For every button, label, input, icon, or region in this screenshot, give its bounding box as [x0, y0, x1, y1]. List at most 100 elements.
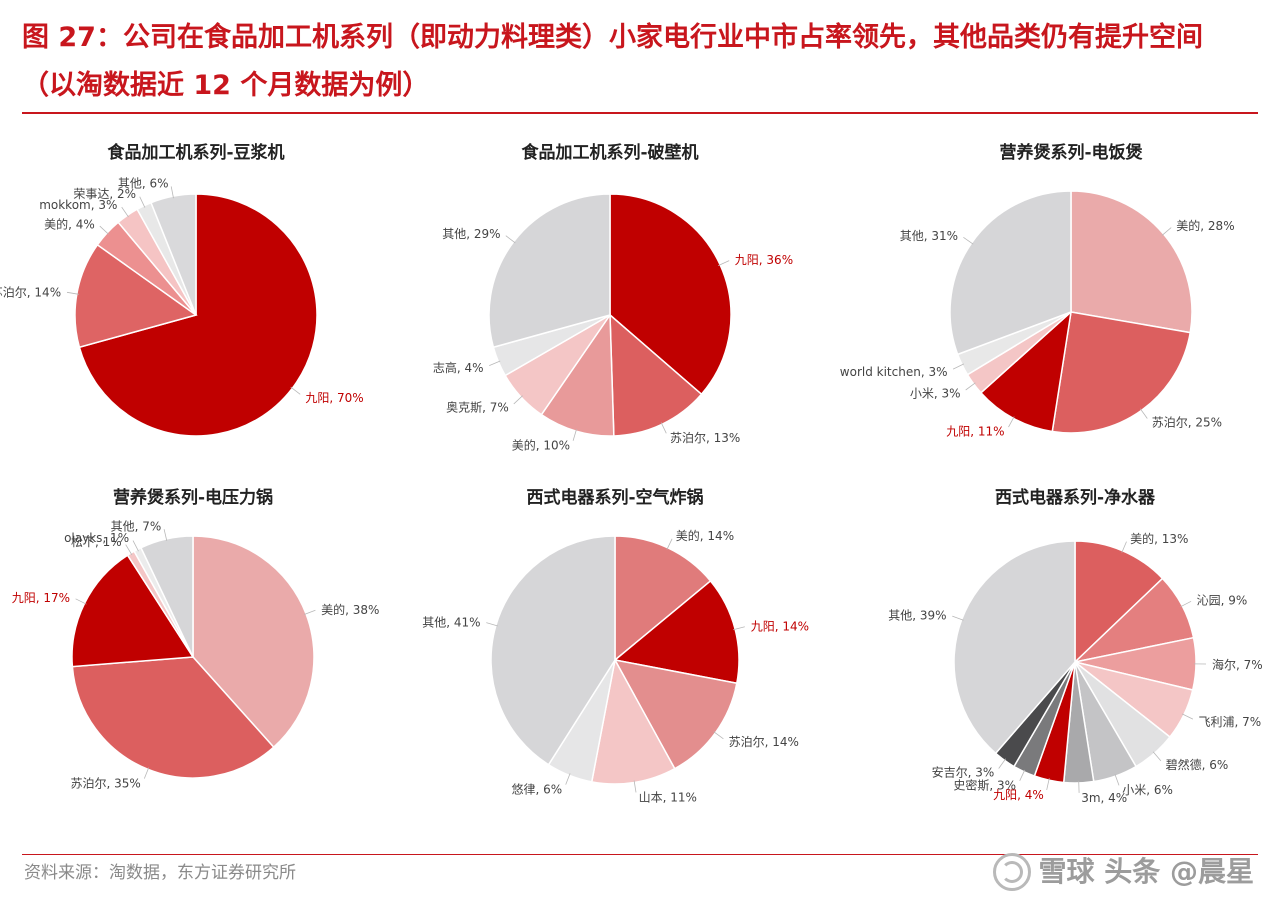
leader-line: [965, 382, 976, 391]
slice-label: 其他, 31%: [900, 229, 958, 243]
chart-title: 营养煲系列-电饭煲: [999, 142, 1143, 163]
leader-line: [66, 291, 79, 295]
slice-label: 奥克斯, 7%: [446, 401, 509, 415]
leader-line: [75, 598, 87, 605]
leader-line: [1019, 769, 1026, 781]
slice-label: 九阳, 11%: [946, 425, 1004, 439]
leader-line: [952, 615, 964, 621]
pie-slice-美的: [1070, 190, 1193, 334]
slice-label: 九阳, 14%: [751, 620, 809, 634]
leader-line: [718, 260, 730, 266]
slice-label: 九阳, 36%: [735, 253, 793, 267]
slice-label: 荣事达, 2%: [73, 187, 136, 201]
leader-line: [489, 360, 501, 366]
slice-label: 美的, 13%: [1130, 531, 1188, 546]
leader-line: [1181, 713, 1194, 720]
slice-label: 其他, 6%: [118, 176, 169, 190]
leader-line: [505, 235, 516, 244]
slice-label: 飞利浦, 7%: [1199, 715, 1262, 729]
slice-label: 苏泊尔, 14%: [0, 285, 61, 300]
leader-line: [998, 758, 1007, 769]
leader-line: [513, 395, 523, 405]
page-title: 图 27：公司在食品加工机系列（即动力料理类）小家电行业中市占率领先，其他品类仍…: [22, 22, 1203, 101]
leader-line: [1139, 408, 1148, 419]
slice-label: 美的, 4%: [44, 216, 95, 231]
leader-line: [660, 422, 667, 434]
leader-line: [952, 363, 965, 370]
leader-line: [1114, 773, 1120, 786]
leader-line: [963, 236, 974, 245]
slice-label: 美的, 38%: [321, 602, 379, 617]
slice-label: 安吉尔, 3%: [932, 765, 995, 780]
leader-line: [1180, 600, 1192, 608]
slice-label: 小米, 6%: [1122, 783, 1173, 797]
leader-line: [1046, 778, 1050, 790]
slice-label: 史密斯, 3%: [953, 777, 1016, 792]
slice-label: 3m, 4%: [1081, 791, 1127, 805]
slice-label: 其他, 41%: [422, 616, 480, 630]
leader-line: [143, 767, 150, 779]
leader-line: [304, 609, 316, 615]
leader-line: [1161, 227, 1172, 236]
slice-label: 松下, 1%: [71, 535, 122, 549]
slice-label: 苏泊尔, 14%: [729, 734, 799, 749]
leader-line: [666, 538, 673, 550]
leader-line: [733, 626, 745, 631]
slice-label: world kitchen, 3%: [840, 365, 948, 379]
slice-label: 其他, 29%: [442, 227, 500, 241]
slice-label: 小米, 3%: [910, 386, 961, 400]
leader-line: [565, 773, 571, 785]
slice-label: 苏泊尔, 35%: [70, 775, 140, 790]
slice-label: 山本, 11%: [639, 790, 697, 804]
leader-line: [1008, 416, 1015, 428]
chart-title: 西式电器系列-空气炸锅: [526, 487, 703, 508]
slice-label: 沁园, 9%: [1197, 593, 1248, 607]
leader-line: [132, 540, 139, 552]
leader-line: [170, 186, 174, 199]
chart-title: 营养煲系列-电压力锅: [113, 487, 273, 508]
leader-line: [1121, 541, 1127, 553]
watermark: 雪球 头条 @晨星: [992, 850, 1255, 894]
leader-line: [486, 622, 498, 627]
slice-label: 美的, 28%: [1176, 218, 1234, 233]
snowball-logo-icon: [992, 853, 1031, 891]
slice-label: 美的, 10%: [512, 438, 570, 453]
chart-title: 食品加工机系列-豆浆机: [107, 142, 284, 163]
footer-divider: [22, 854, 1258, 855]
leader-line: [163, 529, 168, 541]
slice-label: 苏泊尔, 25%: [1152, 415, 1222, 430]
slice-label: mokkom, 3%: [39, 198, 117, 212]
slice-label: 海尔, 7%: [1212, 657, 1263, 672]
leader-line: [121, 206, 129, 218]
leader-line: [125, 544, 133, 556]
leader-line: [290, 386, 301, 395]
chart-title: 食品加工机系列-破壁机: [521, 142, 698, 163]
slice-label: 碧然德, 6%: [1166, 757, 1229, 772]
slice-label: 其他, 39%: [888, 609, 946, 623]
slice-label: 苏泊尔, 13%: [670, 430, 740, 445]
leader-line: [1152, 751, 1162, 762]
slice-label: 九阳, 4%: [993, 788, 1044, 802]
slice-label: 九阳, 17%: [12, 591, 70, 605]
leader-line: [713, 731, 724, 740]
watermark-text: 雪球 头条 @晨星: [1038, 855, 1255, 888]
slice-label: 悠律, 6%: [512, 781, 563, 796]
slice-label: 九阳, 70%: [305, 391, 363, 405]
leader-line: [633, 780, 637, 793]
leader-line: [99, 225, 109, 235]
source-note: 资料来源：淘数据，东方证券研究所: [24, 863, 296, 883]
title-divider: [22, 112, 1258, 114]
leader-line: [572, 429, 577, 441]
leader-line: [139, 196, 146, 208]
slice-label: 其他, 7%: [111, 519, 162, 533]
slice-label: 美的, 14%: [676, 528, 734, 543]
slice-label: olayks, 1%: [64, 531, 129, 545]
slice-label: 志高, 4%: [433, 360, 484, 375]
